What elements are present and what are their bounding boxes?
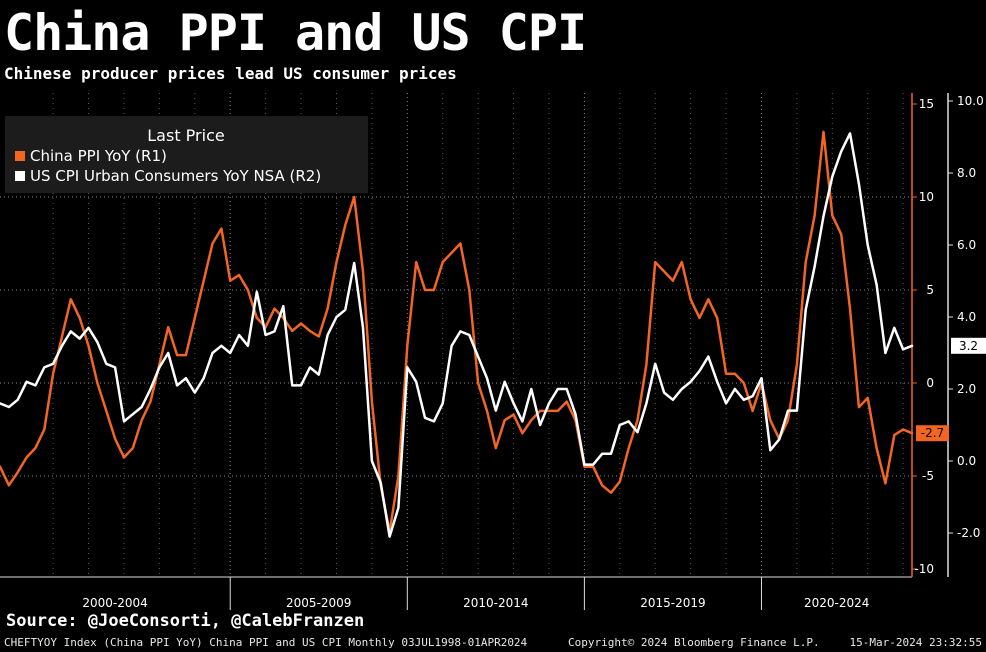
- source-credit: Source: @JoeConsorti, @CalebFranzen: [6, 611, 365, 631]
- r1-tick-label: -5: [922, 469, 934, 483]
- legend-entry: US CPI Urban Consumers YoY NSA (R2): [30, 167, 321, 185]
- r1-tick-label: 15: [919, 97, 934, 111]
- r2-tick-label: -2.0: [957, 526, 980, 540]
- last-value-label-ppi: -2.7: [921, 426, 944, 440]
- r2-tick-label: 2.0: [957, 382, 976, 396]
- copyright: Copyright© 2024 Bloomberg Finance L.P.: [568, 636, 820, 649]
- chart-subtitle: Chinese producer prices lead US consumer…: [4, 64, 457, 83]
- series-line-cpi: [0, 132, 914, 538]
- r2-tick-label: 10.0: [957, 94, 984, 108]
- x-tick-label: 2000-2004: [82, 596, 147, 610]
- timestamp: 15-Mar-2024 23:32:55: [849, 636, 982, 649]
- x-tick-label: 2005-2009: [286, 596, 351, 610]
- r1-tick-label: 10: [919, 190, 934, 204]
- legend-title: Last Price: [147, 126, 224, 145]
- r1-tick-label: 0: [926, 376, 934, 390]
- r1-tick-label: 5: [926, 283, 934, 297]
- legend-entry: China PPI YoY (R1): [30, 147, 167, 165]
- x-axis: 2000-2004 2005-2009 2010-2014 2015-2019 2020…: [0, 576, 912, 610]
- chart-area: 2000-2004 2005-2009 2010-2014 2015-2019 2020…: [0, 93, 986, 610]
- last-value-label-cpi: 3.2: [959, 339, 978, 353]
- x-tick-label: 2010-2014: [463, 596, 528, 610]
- chart-title: China PPI and US CPI: [4, 4, 587, 62]
- legend-swatch: [15, 151, 25, 161]
- x-tick-label: 2020-2024: [804, 596, 869, 610]
- legend-box: [5, 116, 368, 193]
- last-value-badge-ppi: [916, 425, 949, 442]
- legend-swatch: [15, 171, 25, 181]
- r2-tick-label: 6.0: [957, 238, 976, 252]
- r2-tick-label: 8.0: [957, 166, 976, 180]
- x-tick-label: 2015-2019: [640, 596, 705, 610]
- series-lines: [0, 130, 914, 538]
- r1-tick-label: -10: [914, 562, 934, 576]
- legend: Last Price China PPI YoY (R1) US CPI Urban…: [5, 116, 368, 193]
- series-line-ppi: [0, 130, 914, 534]
- last-value-badges: -2.7 3.2: [916, 337, 986, 442]
- r2-axis: -2.0 0.0 2.0 4.0 6.0 8.0 10.0: [947, 93, 984, 577]
- r2-tick-label: 0.0: [957, 454, 976, 468]
- index-info: CHEFTYOY Index (China PPI YoY) China PPI…: [4, 636, 528, 649]
- r1-axis: -10 -5 0 5 10 15: [911, 93, 934, 577]
- r2-tick-label: 4.0: [957, 310, 976, 324]
- last-value-badge-cpi: [951, 337, 986, 354]
